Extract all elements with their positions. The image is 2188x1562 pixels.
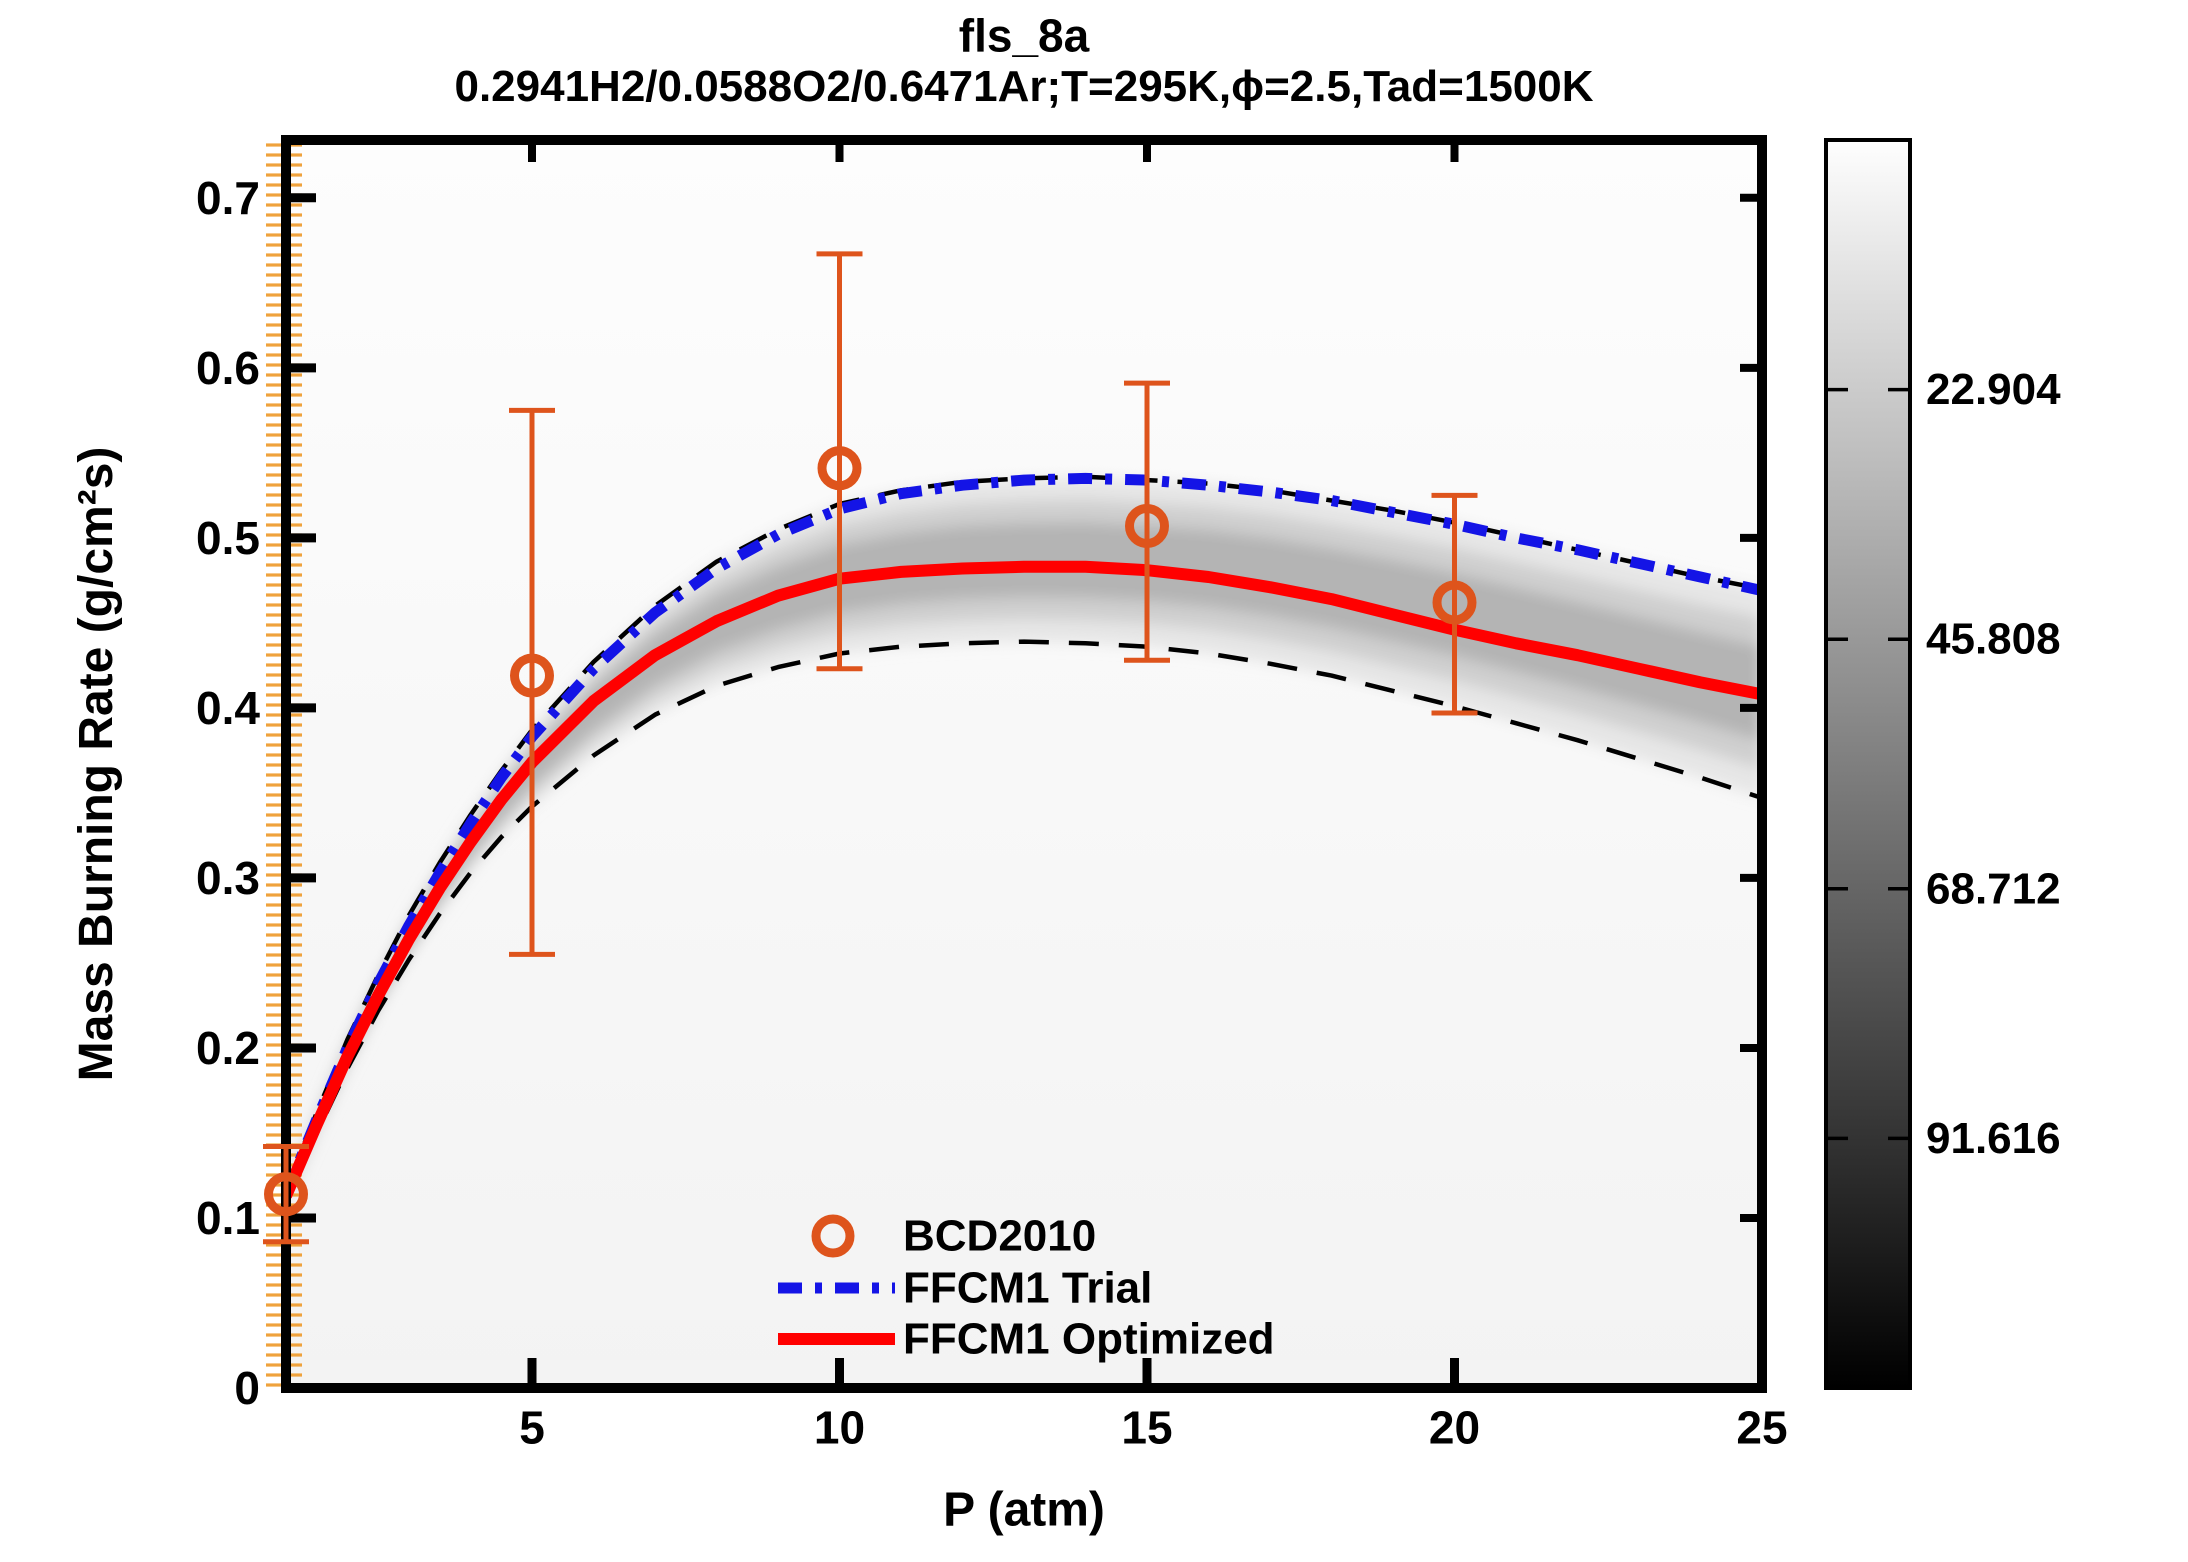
colorbar-tick-label: 91.616 xyxy=(1926,1114,2061,1163)
data-point-circle xyxy=(510,653,554,698)
colorbar-ticks: 22.904 45.808 68.712 91.616 xyxy=(1826,365,2061,1163)
legend: BCD2010 FFCM1 Trial FFCM1 Optimized xyxy=(778,1212,1275,1364)
y-tick-label: 0.7 xyxy=(196,172,260,224)
data-point-circle xyxy=(817,446,862,491)
legend-label-bcd2010: BCD2010 xyxy=(903,1212,1096,1261)
axes-box xyxy=(281,135,1767,1393)
y-tick-label: 0 xyxy=(234,1362,260,1414)
y-tick-label: 0.3 xyxy=(196,852,260,904)
tick-labels: 5 10 15 20 25 0 0.1 0.2 0.3 0.4 0.5 0.6 0.7 xyxy=(196,172,1788,1454)
x-tick-label: 15 xyxy=(1121,1402,1172,1454)
experimental-errorbars xyxy=(263,251,1478,1245)
colorbar-gradient xyxy=(1824,138,1912,1390)
chart-title: fls_8a xyxy=(959,10,1090,62)
y-axis-label: Mass Burning Rate (g/cm²s) xyxy=(70,447,123,1082)
y-tick-label: 0.4 xyxy=(196,682,260,734)
x-tick-label: 25 xyxy=(1736,1402,1787,1454)
x-tick-label: 20 xyxy=(1429,1402,1480,1454)
colorbar-tick-label: 22.904 xyxy=(1926,365,2061,414)
y-tick-label: 0.1 xyxy=(196,1192,260,1244)
y-tick-label: 0.6 xyxy=(196,342,260,394)
legend-label-ffcm1-trial: FFCM1 Trial xyxy=(903,1264,1152,1313)
x-tick-label: 10 xyxy=(814,1402,865,1454)
trial-curve xyxy=(286,472,1762,1197)
x-axis-label: P (atm) xyxy=(943,1484,1105,1537)
data-point-circle xyxy=(264,1172,308,1217)
colorbar-tick-label: 68.712 xyxy=(1926,864,2061,913)
chart-subtitle: 0.2941H2/0.0588O2/0.6471Ar;T=295K,ϕ=2.5,… xyxy=(454,62,1593,111)
y-tick-label: 0.5 xyxy=(196,512,260,564)
x-tick-label: 5 xyxy=(519,1402,545,1454)
colorbar-tick-label: 45.808 xyxy=(1926,615,2061,664)
optimized-curve xyxy=(286,560,1762,1199)
data-point-circle xyxy=(1125,503,1169,548)
legend-marker-bcd2010 xyxy=(811,1214,855,1258)
axes-frame xyxy=(281,135,1767,1393)
y-tick-label: 0.2 xyxy=(196,1022,260,1074)
legend-label-ffcm1-optimized: FFCM1 Optimized xyxy=(903,1315,1275,1364)
data-point-circle xyxy=(1432,580,1477,625)
